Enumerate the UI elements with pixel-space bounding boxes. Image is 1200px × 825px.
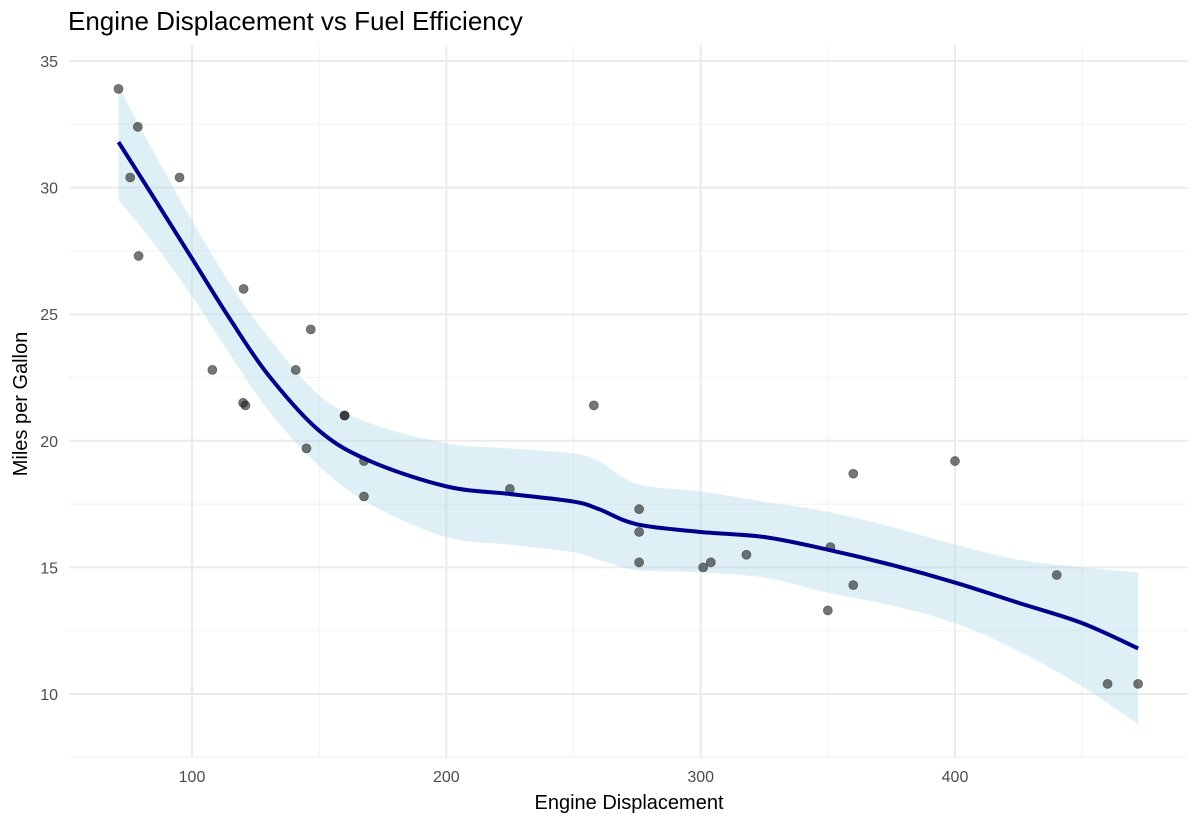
points-layer — [113, 83, 1144, 689]
grid — [69, 45, 1188, 758]
data-point — [207, 365, 218, 375]
y-tick-label: 20 — [40, 434, 58, 451]
data-point — [240, 400, 251, 411]
data-point — [741, 549, 752, 560]
smooth-line-layer — [116, 140, 1139, 651]
confidence-band — [118, 86, 1139, 725]
data-point — [238, 283, 249, 294]
axis-labels: 100 200 300 400 10 15 20 25 30 35 — [40, 54, 968, 786]
data-point — [1102, 678, 1113, 689]
y-tick-label: 25 — [40, 307, 58, 324]
data-point — [634, 527, 645, 537]
data-point — [848, 468, 859, 479]
smooth-line — [116, 140, 1139, 651]
confidence-band-layer — [118, 86, 1139, 725]
data-point — [290, 365, 301, 375]
x-axis-title: Engine Displacement — [535, 792, 724, 814]
data-point — [301, 443, 312, 454]
data-point — [359, 491, 369, 502]
x-tick-label: 400 — [942, 769, 969, 786]
data-point — [705, 557, 716, 568]
x-tick-label: 100 — [179, 769, 206, 786]
data-point — [174, 172, 185, 183]
data-point — [634, 557, 645, 568]
data-point — [113, 83, 124, 94]
y-tick-label: 30 — [40, 181, 58, 198]
data-point — [950, 456, 960, 466]
data-point — [339, 410, 350, 421]
x-tick-label: 300 — [687, 769, 714, 786]
data-point — [133, 251, 144, 261]
data-point — [1133, 678, 1144, 689]
x-tick-label: 200 — [433, 769, 460, 786]
data-point — [132, 121, 143, 132]
data-point — [125, 172, 136, 183]
chart-title: Engine Displacement vs Fuel Efficiency — [68, 6, 523, 36]
y-tick-label: 35 — [40, 54, 58, 71]
data-point — [848, 580, 859, 591]
y-axis-title: Miles per Gallon — [10, 332, 32, 477]
data-point — [698, 562, 709, 573]
y-tick-label: 15 — [40, 560, 58, 577]
data-point — [822, 605, 833, 616]
data-point — [588, 400, 599, 411]
data-point — [634, 504, 645, 515]
data-point — [1051, 570, 1062, 580]
y-tick-label: 10 — [40, 687, 58, 704]
data-point — [305, 324, 316, 335]
